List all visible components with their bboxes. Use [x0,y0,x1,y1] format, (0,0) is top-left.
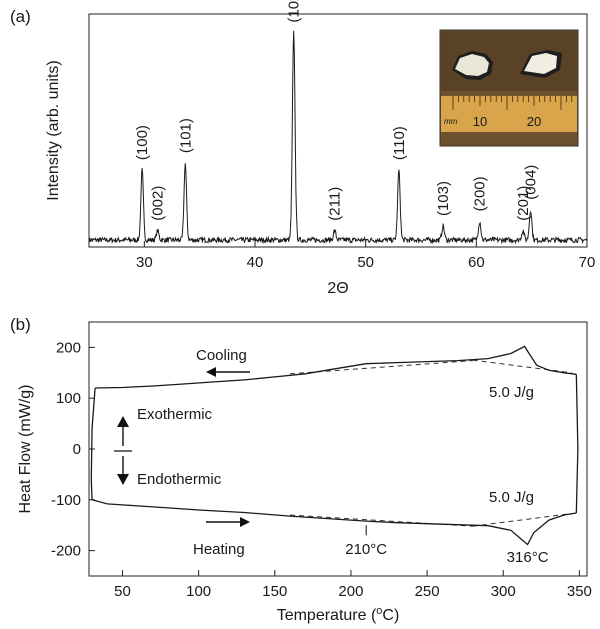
baseline-dash [289,514,473,527]
x-tick-label: 250 [415,583,440,600]
panel-b-label: (b) [10,315,31,334]
ruler-unit: mm [444,117,458,126]
panel-b-x-axis-label: Temperature (oC) [277,605,400,624]
y-tick-label: -200 [51,543,81,560]
x-tick-label: 60 [468,254,485,271]
cooling-arrow [206,367,250,377]
ruler [441,96,577,132]
x-tick-label: 100 [186,583,211,600]
ruler-ticks [452,96,573,110]
y-tick-label: -100 [51,492,81,509]
right-connector [575,374,579,514]
panel-a-x-ticks: 30 40 50 60 70 [136,241,595,271]
endothermic-label: Endothermic [137,471,222,488]
panel-b-y-ticks: -200 -100 0 100 200 [51,339,95,560]
panel-a-label: (a) [10,7,31,26]
heating-curve [91,499,577,546]
peak-label: (102̄) [286,0,303,23]
sample-piece-right-surface [524,53,557,74]
x-tick-label: 50 [357,254,374,271]
x-tick-label: 200 [338,583,363,600]
t-high-label: 316°C [507,549,549,566]
panel-a-x-axis-label: 2Θ [327,280,348,297]
panel-b-y-axis-label: Heat Flow (mW/g) [17,385,34,514]
y-tick-label: 100 [56,390,81,407]
x-tick-label: 40 [247,254,264,271]
panel-b-plot-frame [88,321,588,577]
panel-a: (a) 30 40 50 60 70 (100) (002) (101) (102̄) (211… [10,0,595,297]
y-tick-label: 0 [73,441,81,458]
peak-label: (002) [150,186,167,221]
panel-a-y-axis-label: Intensity (arb. units) [45,60,62,201]
ruler-label-20: 20 [527,114,541,129]
enthalpy-top-label: 5.0 J/g [489,384,534,401]
exo-endo-arrows [114,416,132,485]
peak-label: (103) [435,181,452,216]
baseline-dash [472,359,572,374]
x-tick-label: 150 [262,583,287,600]
peak-label: (211) [327,187,344,221]
ruler-label-10: 10 [473,114,487,129]
heating-label: Heating [193,541,245,558]
panel-b-x-ticks: 50 100 150 200 250 300 350 [114,570,592,600]
peak-label: (110) [391,126,408,160]
x-tick-label: 70 [579,254,596,271]
x-tick-label: 350 [567,583,592,600]
y-tick-label: 200 [56,339,81,356]
xrd-pattern-line [88,30,588,245]
enthalpy-bottom-label: 5.0 J/g [489,489,534,506]
x-tick-label: 50 [114,583,131,600]
peak-label: (004) [523,165,540,200]
panel-b: (b) 50 100 150 200 250 300 350 -200 -100 0 100 200… [10,315,592,624]
t-low-label: 210°C [345,541,387,558]
panel-a-plot-frame [88,13,588,248]
baseline-dash [472,513,572,527]
x-tick-label: 300 [491,583,516,600]
peak-label: (201) [515,186,532,221]
cooling-label: Cooling [196,347,247,364]
sample-piece-left-surface [455,54,489,76]
inset-photo: mm 10 20 [439,29,579,147]
exothermic-label: Exothermic [137,406,213,423]
peak-label: (100) [134,125,151,160]
cooling-curve [95,345,577,389]
peak-labels: (100) (002) (101) (102̄) (211) (110) (103) (200… [134,0,539,221]
x-tick-label: 30 [136,254,153,271]
heating-arrow [206,517,250,527]
peak-label: (101) [177,118,194,153]
left-connector [90,387,96,500]
peak-label: (200) [472,176,489,211]
